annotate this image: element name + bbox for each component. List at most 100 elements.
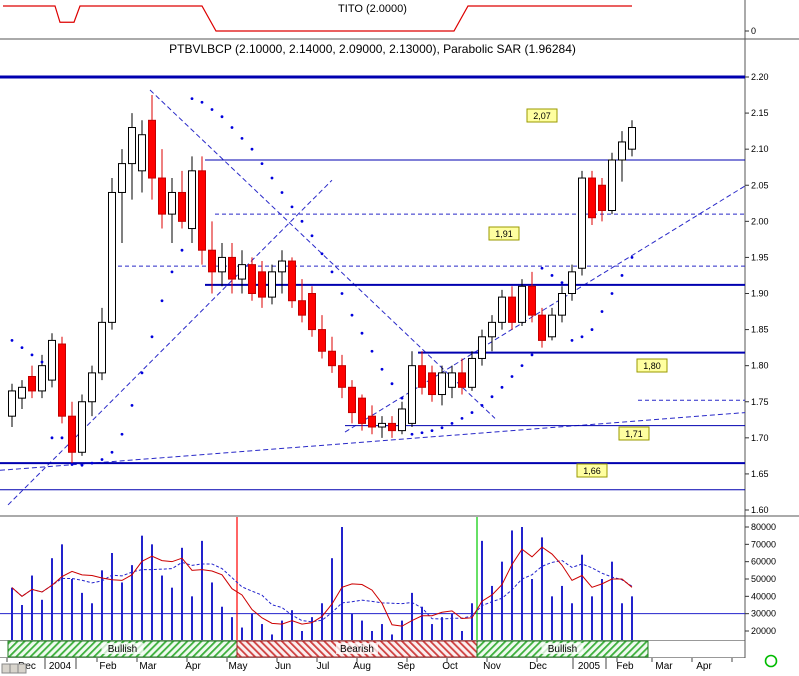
- price-axis-label: 1.80: [751, 361, 769, 371]
- sar-dot: [250, 147, 254, 151]
- volume-bar: [531, 579, 533, 640]
- volume-bar: [91, 603, 93, 640]
- candle: [208, 249, 216, 273]
- price-axis-label: 1.70: [751, 433, 769, 443]
- volume-axis-label: 80000: [751, 522, 776, 532]
- volume-bar: [171, 587, 173, 640]
- candle: [398, 408, 406, 432]
- volume-bar: [361, 620, 363, 640]
- candle: [588, 177, 596, 219]
- month-label: Jun: [275, 661, 291, 672]
- volume-bar: [191, 596, 193, 640]
- sar-dot: [630, 256, 634, 259]
- volume-axis-label: 70000: [751, 539, 776, 549]
- month-label: Mar: [655, 661, 673, 672]
- volume-bar: [141, 535, 143, 640]
- candle: [88, 372, 96, 403]
- candle: [528, 285, 536, 316]
- level-price-label-box: [618, 426, 650, 441]
- volume-bar: [501, 561, 503, 640]
- volume-bar: [41, 599, 43, 640]
- candle: [48, 339, 56, 381]
- month-label: Sep: [397, 661, 415, 672]
- candle: [148, 119, 156, 179]
- month-label: Jul: [317, 661, 330, 672]
- volume-bar: [61, 544, 63, 640]
- ribbon-label-bg: [336, 643, 378, 654]
- candle: [408, 365, 416, 424]
- volume-bar: [351, 613, 353, 640]
- sar-dot: [520, 364, 524, 368]
- candle: [318, 329, 326, 352]
- volume-bar: [251, 613, 253, 640]
- sar-dot: [220, 115, 224, 119]
- volume-bar: [311, 617, 313, 640]
- candle: [308, 293, 316, 331]
- candle: [418, 365, 426, 388]
- sar-dot: [410, 432, 414, 436]
- volume-bar: [261, 624, 263, 640]
- sar-dot: [620, 274, 624, 277]
- volume-bar: [121, 582, 123, 640]
- volume-bar: [491, 585, 493, 640]
- level-price-label: 1,66: [583, 466, 601, 476]
- price-axis-label: 1.65: [751, 469, 769, 479]
- candle: [8, 390, 16, 417]
- candle: [428, 372, 436, 396]
- volume-bar: [11, 587, 13, 640]
- sar-dot: [530, 353, 534, 357]
- volume-bar: [411, 592, 413, 640]
- level-price-label-box: [576, 463, 608, 478]
- sar-dot: [470, 411, 474, 414]
- ribbon-label-bg: [101, 643, 144, 654]
- volume-bar: [551, 596, 553, 640]
- volume-bar: [521, 527, 523, 640]
- volume-axis-label: 40000: [751, 591, 776, 601]
- price-axis-label: 1.60: [751, 505, 769, 515]
- candle: [328, 350, 336, 367]
- sar-dot: [440, 426, 444, 430]
- sar-dot: [400, 396, 404, 400]
- sar-dot: [260, 162, 264, 166]
- candle: [468, 357, 476, 388]
- volume-ma-signal-line: [11, 559, 633, 623]
- candle: [58, 343, 66, 417]
- month-label: 2004: [49, 661, 72, 672]
- candle: [358, 397, 366, 424]
- candle: [488, 321, 496, 338]
- month-label: 2005: [578, 661, 601, 672]
- tito-line: [3, 5, 632, 32]
- candle: [178, 191, 186, 222]
- candle: [298, 300, 306, 316]
- level-price-label: 2,07: [533, 111, 551, 121]
- volume-bar: [461, 631, 463, 640]
- volume-bar: [441, 617, 443, 640]
- candle: [338, 365, 346, 388]
- sar-dot: [430, 429, 434, 433]
- candle: [228, 256, 236, 280]
- candle: [138, 134, 146, 172]
- sar-dot: [450, 422, 454, 425]
- candle: [618, 141, 626, 161]
- candle: [238, 264, 246, 280]
- volume-bar: [51, 558, 53, 640]
- price-axis-label: 1.90: [751, 289, 769, 299]
- mini-grid-icon: [1, 663, 27, 674]
- sar-dot: [20, 346, 24, 350]
- sar-dot: [110, 450, 114, 454]
- sar-dot: [100, 458, 104, 461]
- month-label: Aug: [353, 661, 371, 672]
- sar-dot: [40, 360, 44, 364]
- candle: [438, 372, 446, 396]
- month-label: Apr: [696, 661, 712, 672]
- ribbon-label: Bullish: [108, 644, 137, 655]
- month-label: Nov: [483, 661, 501, 672]
- sar-dot: [370, 349, 374, 353]
- candle: [538, 314, 546, 341]
- trendline: [344, 185, 746, 433]
- volume-bar: [571, 603, 573, 640]
- candle: [518, 285, 526, 323]
- volume-bar: [391, 634, 393, 640]
- volume-bar: [201, 540, 203, 640]
